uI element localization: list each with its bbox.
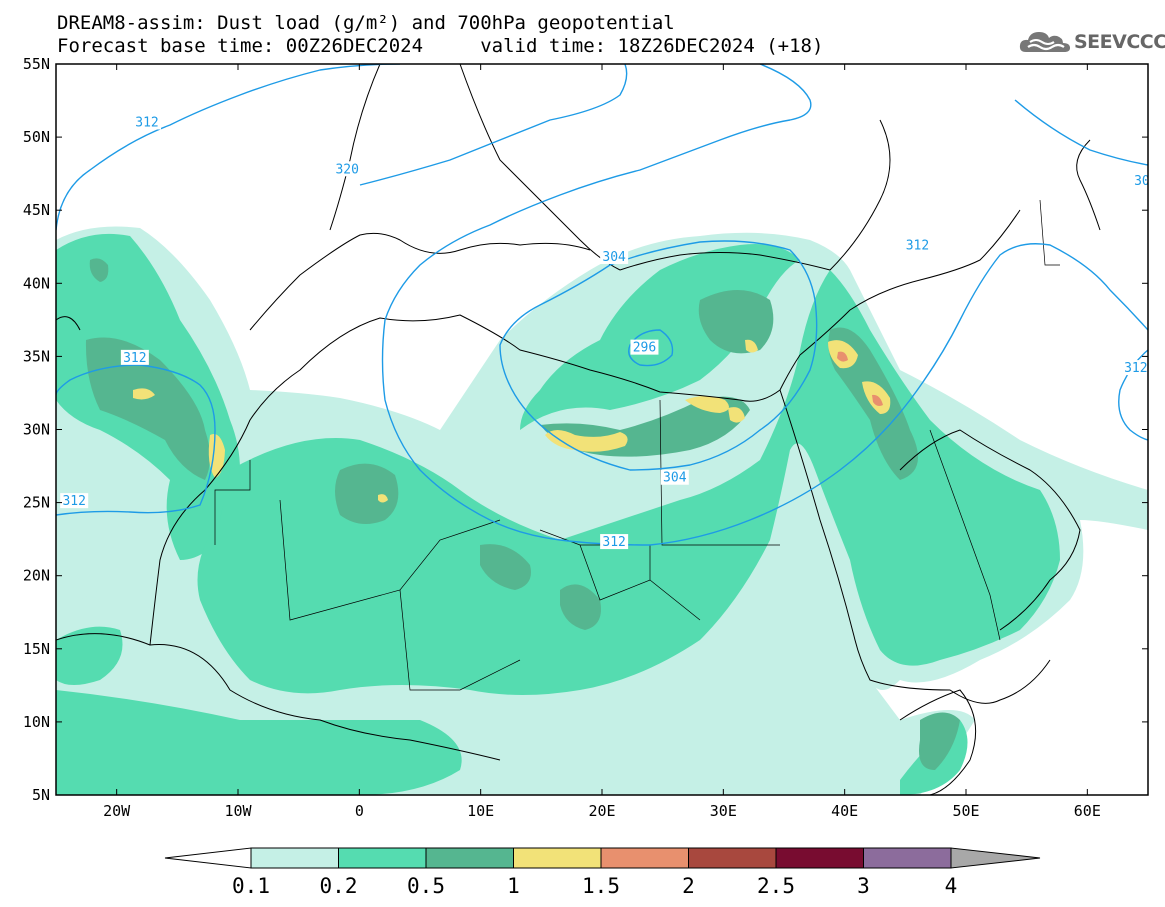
- contour-label: 304: [663, 471, 687, 486]
- colorbar-label: 3: [857, 874, 870, 898]
- lon-tick-label: 20E: [588, 802, 615, 820]
- contour-label-bg: [60, 493, 89, 509]
- lat-tick-label: 45N: [23, 201, 50, 219]
- colorbar-label: 2.5: [757, 874, 795, 898]
- logo-text: SEEVCCC: [1074, 31, 1165, 53]
- colorbar-label: 1.5: [582, 874, 620, 898]
- colorbar-label: 0.5: [407, 874, 445, 898]
- longitude-axis: 20W 10W 0 10E 20E 30E 40E 50E 60E: [103, 64, 1101, 820]
- lon-tick-label: 30E: [710, 802, 737, 820]
- colorbar: 0.1 0.2 0.5 1 1.5 2 2.5 3 4: [164, 847, 1041, 898]
- title-line-2: Forecast base time: 00Z26DEC2024 valid t…: [57, 35, 824, 57]
- contour-label: 296: [633, 341, 656, 356]
- contour-label-bg: [660, 469, 689, 485]
- contour-label: 304: [602, 250, 626, 265]
- lon-tick-label: 0: [355, 802, 364, 820]
- lat-tick-label: 55N: [23, 55, 50, 73]
- lat-tick-label: 35N: [23, 347, 50, 365]
- colorbar-segment: [250, 847, 339, 869]
- contour-label: 30: [1134, 174, 1150, 189]
- contour-label: 312: [135, 115, 158, 130]
- contour-label: 320: [335, 162, 358, 177]
- contour-label-bg: [630, 339, 659, 355]
- contour-labels: 312 320 304 296 304 312 312 312 312 312 30: [60, 114, 1150, 550]
- colorbar-segment: [600, 847, 689, 869]
- dust-class-1.5: [837, 351, 883, 406]
- colorbar-segment: [513, 847, 602, 869]
- contour-label-bg: [600, 248, 629, 264]
- lat-tick-label: 15N: [23, 640, 50, 658]
- contour-label: 312: [602, 535, 625, 550]
- title-line-1: DREAM8-assim: Dust load (g/m²) and 700hP…: [57, 12, 675, 34]
- contour-label: 312: [62, 494, 85, 509]
- colorbar-segment: [425, 847, 514, 869]
- lon-tick-label: 20W: [103, 802, 131, 820]
- lon-tick-label: 10E: [467, 802, 494, 820]
- country-borders: [214, 199, 1060, 691]
- colorbar-under-arrow: [164, 847, 252, 869]
- contour-label-bg: [333, 161, 362, 177]
- latitude-axis: 55N 50N 45N 40N 35N 30N 25N 20N 15N 10N 5N: [23, 55, 1148, 804]
- colorbar-segment: [863, 847, 952, 869]
- contour-label: 312: [906, 238, 929, 253]
- cloud-logo-icon: [1019, 32, 1070, 52]
- lat-tick-label: 5N: [32, 786, 50, 804]
- contour-label-bg: [133, 114, 161, 130]
- colorbar-label: 0.2: [320, 874, 358, 898]
- lat-tick-label: 50N: [23, 128, 50, 146]
- lon-tick-label: 10W: [224, 802, 252, 820]
- lat-tick-label: 30N: [23, 421, 50, 439]
- logo: SEEVCCC: [1018, 26, 1165, 58]
- lat-tick-label: 10N: [23, 713, 50, 731]
- colorbar-label: 1: [507, 874, 520, 898]
- colorbar-label: 0.1: [232, 874, 270, 898]
- lon-tick-label: 60E: [1074, 802, 1101, 820]
- colorbar-segment: [338, 847, 427, 869]
- contour-label-bg: [1121, 360, 1148, 376]
- contour-label: 312: [1124, 361, 1147, 376]
- contour-label: 312: [123, 351, 146, 366]
- lon-tick-label: 50E: [952, 802, 979, 820]
- lat-tick-label: 25N: [23, 494, 50, 512]
- contour-label-bg: [1131, 172, 1148, 188]
- colorbar-over-arrow: [950, 847, 1041, 869]
- lat-tick-label: 40N: [23, 274, 50, 292]
- colorbar-label: 2: [682, 874, 695, 898]
- coastlines: [56, 64, 1101, 795]
- contour-label-bg: [903, 237, 932, 253]
- contour-label-bg: [600, 534, 629, 550]
- colorbar-segment: [688, 847, 777, 869]
- colorbar-label: 4: [945, 874, 958, 898]
- colorbar-segment: [775, 847, 864, 869]
- contour-label-bg: [120, 349, 149, 365]
- lat-tick-label: 20N: [23, 567, 50, 585]
- lon-tick-label: 40E: [831, 802, 858, 820]
- geopotential-contours: [56, 64, 1148, 546]
